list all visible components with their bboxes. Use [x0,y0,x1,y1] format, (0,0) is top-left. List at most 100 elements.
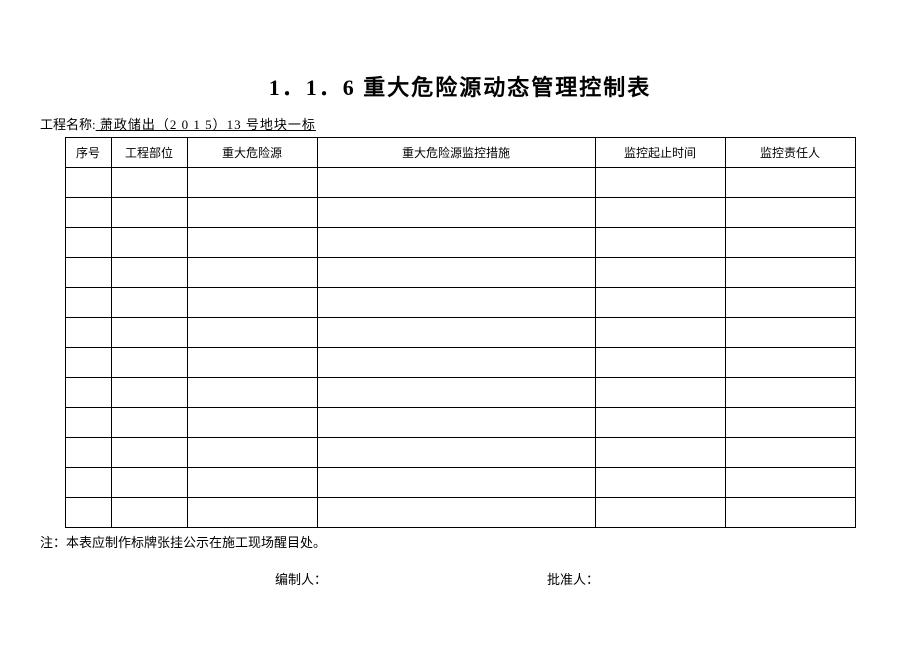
table-cell [187,318,317,348]
table-cell [187,408,317,438]
header-hazard: 重大危险源 [187,138,317,168]
table-cell [111,288,187,318]
table-cell [317,168,595,198]
table-cell [65,288,111,318]
table-cell [317,498,595,528]
table-cell [595,288,725,318]
table-cell [187,198,317,228]
project-name-value: 萧政储出（2 0 1 5）13 号地块一标 [96,117,316,132]
table-cell [111,258,187,288]
table-cell [725,408,855,438]
table-row [65,498,855,528]
table-cell [111,168,187,198]
table-cell [317,258,595,288]
table-cell [65,498,111,528]
table-cell [111,408,187,438]
table-cell [317,198,595,228]
page-title: 1．1．6 重大危险源动态管理控制表 [40,70,880,102]
hazard-control-table: 序号 工程部位 重大危险源 重大危险源监控措施 监控起止时间 监控责任人 [65,137,856,528]
table-cell [317,318,595,348]
table-cell [65,198,111,228]
table-header-row: 序号 工程部位 重大危险源 重大危险源监控措施 监控起止时间 监控责任人 [65,138,855,168]
table-cell [317,408,595,438]
table-cell [595,378,725,408]
table-cell [725,348,855,378]
table-cell [65,228,111,258]
table-cell [111,438,187,468]
table-row [65,408,855,438]
table-row [65,228,855,258]
table-cell [725,168,855,198]
table-cell [725,498,855,528]
prepared-by-label: 编制人： [275,569,327,588]
table-cell [317,438,595,468]
table-row [65,288,855,318]
table-cell [65,378,111,408]
header-time: 监控起止时间 [595,138,725,168]
table-cell [65,408,111,438]
table-row [65,378,855,408]
table-cell [187,438,317,468]
table-cell [725,318,855,348]
table-cell [317,468,595,498]
table-cell [187,228,317,258]
table-cell [595,318,725,348]
table-cell [595,348,725,378]
table-cell [725,258,855,288]
table-cell [65,318,111,348]
table-body [65,168,855,528]
table-cell [111,348,187,378]
table-row [65,258,855,288]
header-section: 工程部位 [111,138,187,168]
table-cell [595,498,725,528]
table-cell [595,258,725,288]
table-cell [595,468,725,498]
table-cell [65,168,111,198]
table-cell [187,378,317,408]
table-cell [187,258,317,288]
header-index: 序号 [65,138,111,168]
table-cell [65,468,111,498]
table-cell [595,438,725,468]
table-cell [111,318,187,348]
table-cell [725,378,855,408]
table-cell [317,228,595,258]
table-cell [595,168,725,198]
table-cell [187,498,317,528]
table-cell [187,348,317,378]
table-cell [111,198,187,228]
header-measures: 重大危险源监控措施 [317,138,595,168]
table-row [65,438,855,468]
table-cell [65,438,111,468]
header-person: 监控责任人 [725,138,855,168]
table-cell [725,288,855,318]
table-cell [65,348,111,378]
table-cell [725,438,855,468]
table-cell [317,288,595,318]
table-cell [317,378,595,408]
table-cell [725,468,855,498]
table-row [65,168,855,198]
table-cell [111,468,187,498]
project-name-label: 工程名称: [40,117,96,132]
table-cell [725,228,855,258]
table-cell [317,348,595,378]
table-row [65,468,855,498]
table-cell [187,288,317,318]
table-cell [595,408,725,438]
table-cell [595,228,725,258]
table-row [65,318,855,348]
table-cell [111,228,187,258]
note-text: 注：本表应制作标牌张挂公示在施工现场醒目处。 [40,532,880,551]
table-cell [111,498,187,528]
table-cell [111,378,187,408]
signature-line: 编制人： 批准人： [40,569,880,588]
table-cell [187,168,317,198]
table-row [65,348,855,378]
table-cell [725,198,855,228]
table-row [65,198,855,228]
table-cell [595,198,725,228]
table-cell [187,468,317,498]
table-cell [65,258,111,288]
project-name-line: 工程名称: 萧政储出（2 0 1 5）13 号地块一标 [40,114,880,133]
